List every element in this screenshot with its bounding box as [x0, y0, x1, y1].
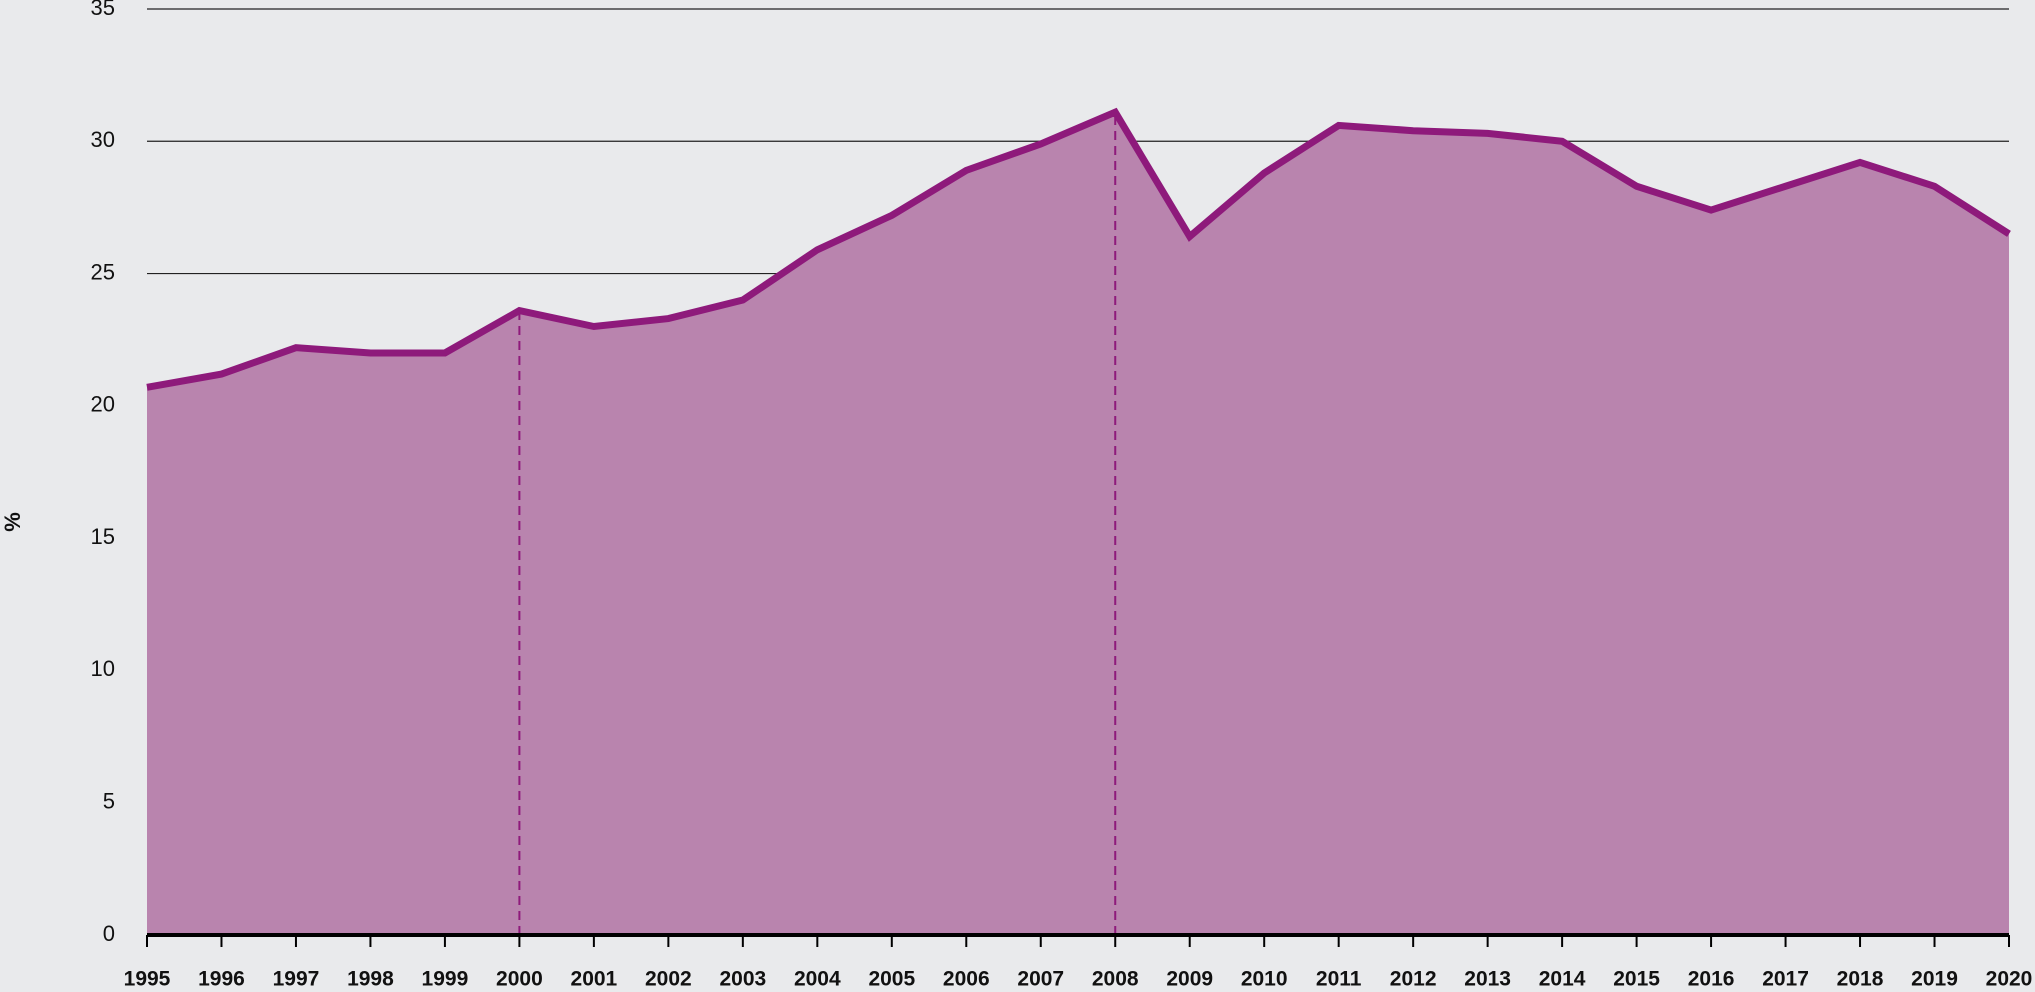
y-tick-label: 25: [91, 259, 115, 284]
y-tick-label: 20: [91, 392, 115, 417]
x-tick-label: 2017: [1762, 968, 1809, 991]
y-axis-label: %: [0, 512, 25, 532]
y-tick-label: 10: [91, 656, 115, 681]
x-tick-label: 2001: [571, 968, 618, 991]
x-tick-label: 1995: [124, 968, 171, 991]
y-tick-label: 5: [103, 789, 115, 814]
x-tick-label: 1996: [198, 968, 245, 991]
x-tick-label: 2015: [1613, 968, 1660, 991]
x-tick-label: 2006: [943, 968, 990, 991]
area: [147, 112, 2009, 935]
x-tick-label: 1997: [273, 968, 320, 991]
x-tick-label: 2000: [496, 968, 543, 991]
x-tick-label: 2020: [1986, 968, 2033, 991]
line: [146, 107, 2011, 391]
x-tick-label: 2002: [645, 968, 692, 991]
x-tick-label: 2013: [1464, 968, 1511, 991]
x-tick-label: 2005: [868, 968, 915, 991]
x-tick-label: 1998: [347, 968, 394, 991]
x-tick-label: 2014: [1539, 968, 1586, 991]
x-tick-label: 2016: [1688, 968, 1735, 991]
x-tick-label: 2019: [1911, 968, 1958, 991]
x-tick-label: 2010: [1241, 968, 1288, 991]
x-tick-label: 1999: [422, 968, 469, 991]
x-tick-label: 2011: [1316, 968, 1362, 991]
x-tick-label: 2008: [1092, 968, 1139, 991]
y-tick-label: 35: [91, 0, 115, 20]
x-tick-label: 2003: [719, 968, 766, 991]
x-tick-label: 2007: [1017, 968, 1064, 991]
y-tick-label: 15: [91, 524, 115, 549]
y-tick-label: 30: [91, 127, 115, 152]
x-tick-label: 2004: [794, 968, 841, 991]
y-tick-label: 0: [103, 921, 115, 946]
x-tick-label: 2018: [1837, 968, 1884, 991]
x-tick-label: 2009: [1166, 968, 1213, 991]
x-tick-label: 2012: [1390, 968, 1437, 991]
